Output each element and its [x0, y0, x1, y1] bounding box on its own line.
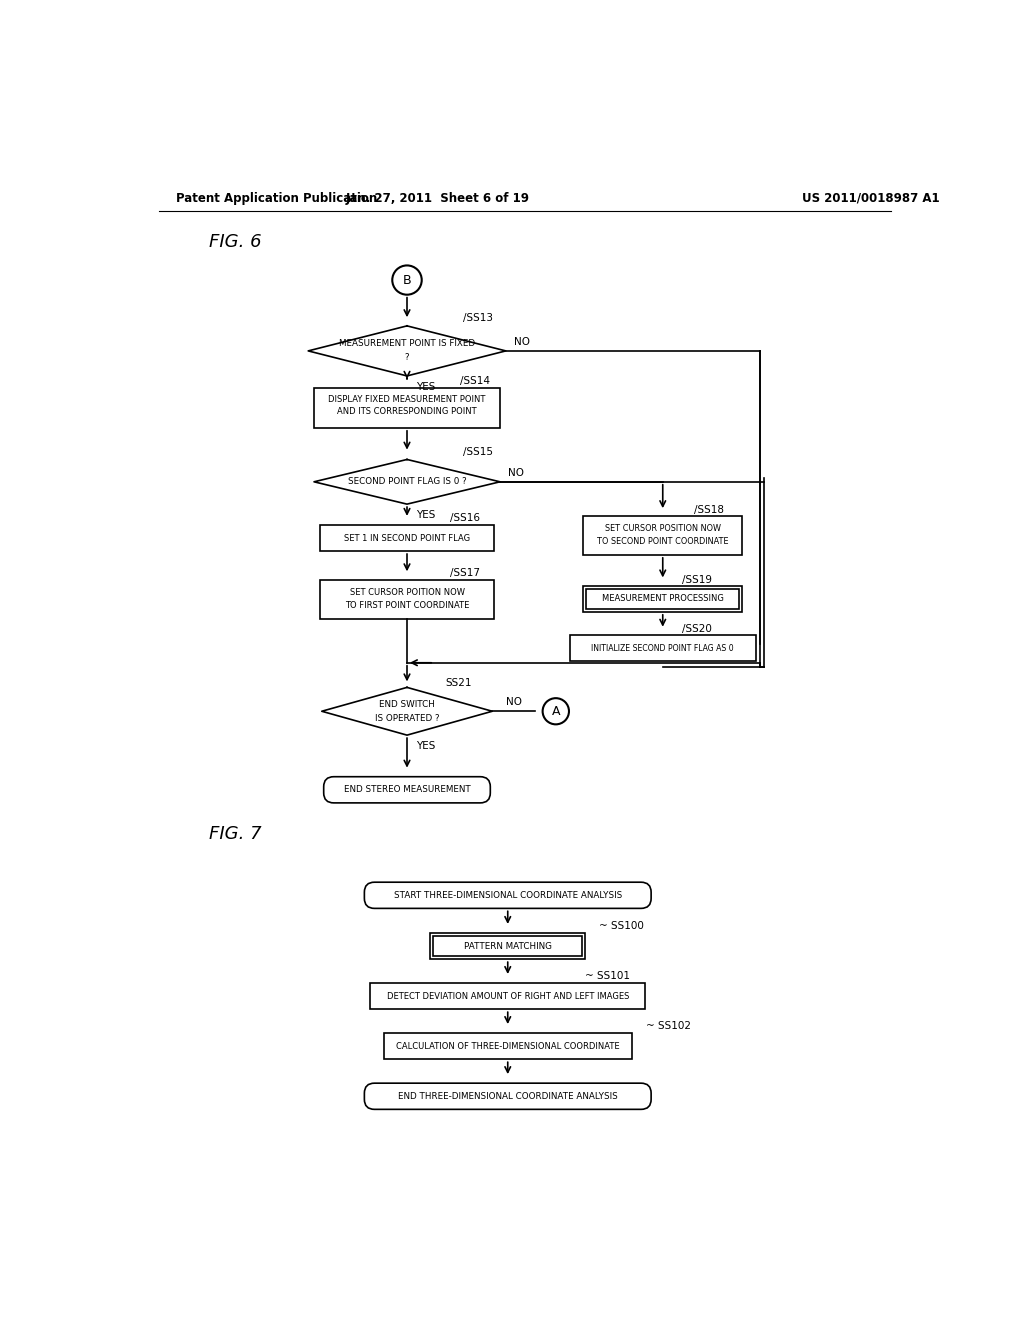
Text: END THREE-DIMENSIONAL COORDINATE ANALYSIS: END THREE-DIMENSIONAL COORDINATE ANALYSI…	[398, 1092, 617, 1101]
FancyBboxPatch shape	[324, 776, 490, 803]
Bar	[584, 586, 742, 612]
Text: ~ SS100: ~ SS100	[599, 921, 644, 931]
Text: /SS16: /SS16	[450, 513, 479, 523]
Text: FIG. 6: FIG. 6	[209, 232, 262, 251]
Text: /SS14: /SS14	[460, 376, 489, 385]
Text: IS OPERATED ?: IS OPERATED ?	[375, 714, 439, 722]
Text: ~ SS101: ~ SS101	[586, 972, 630, 981]
Text: /SS13: /SS13	[463, 313, 493, 323]
Text: Patent Application Publication: Patent Application Publication	[176, 191, 377, 205]
FancyBboxPatch shape	[365, 1084, 651, 1109]
Text: SS21: SS21	[445, 677, 472, 688]
Text: SET CURSOR POITION NOW: SET CURSOR POITION NOW	[349, 589, 465, 597]
Text: AND ITS CORRESPONDING POINT: AND ITS CORRESPONDING POINT	[337, 408, 477, 416]
Bar	[384, 1034, 632, 1059]
Text: END STEREO MEASUREMENT: END STEREO MEASUREMENT	[344, 785, 470, 795]
Text: YES: YES	[417, 741, 435, 751]
Text: INITIALIZE SECOND POINT FLAG AS 0: INITIALIZE SECOND POINT FLAG AS 0	[592, 644, 734, 652]
Text: /SS17: /SS17	[450, 569, 479, 578]
Text: CALCULATION OF THREE-DIMENSIONAL COORDINATE: CALCULATION OF THREE-DIMENSIONAL COORDIN…	[396, 1041, 620, 1051]
Text: SET CURSOR POSITION NOW: SET CURSOR POSITION NOW	[605, 524, 721, 533]
Bar	[430, 933, 586, 960]
Text: YES: YES	[417, 381, 435, 392]
Text: TO SECOND POINT COORDINATE: TO SECOND POINT COORDINATE	[597, 537, 728, 545]
Text: END SWITCH: END SWITCH	[379, 700, 435, 709]
Bar	[569, 635, 756, 661]
Bar	[584, 516, 742, 554]
Bar	[319, 581, 495, 619]
Bar	[319, 525, 495, 552]
Text: NO: NO	[508, 467, 523, 478]
Bar	[587, 589, 739, 609]
Bar	[314, 388, 500, 428]
Bar	[371, 983, 645, 1010]
FancyBboxPatch shape	[365, 882, 651, 908]
Text: FIG. 7: FIG. 7	[209, 825, 262, 843]
Text: Jan. 27, 2011  Sheet 6 of 19: Jan. 27, 2011 Sheet 6 of 19	[346, 191, 530, 205]
Text: TO FIRST POINT COORDINATE: TO FIRST POINT COORDINATE	[345, 601, 469, 610]
Bar	[433, 936, 583, 956]
Text: /SS19: /SS19	[682, 576, 712, 585]
Text: ~ SS102: ~ SS102	[646, 1022, 691, 1031]
Text: /SS18: /SS18	[693, 506, 724, 515]
Text: SET 1 IN SECOND POINT FLAG: SET 1 IN SECOND POINT FLAG	[344, 533, 470, 543]
Text: SECOND POINT FLAG IS 0 ?: SECOND POINT FLAG IS 0 ?	[347, 478, 466, 486]
Text: MEASUREMENT PROCESSING: MEASUREMENT PROCESSING	[602, 594, 724, 603]
Text: B: B	[402, 273, 412, 286]
Text: YES: YES	[417, 510, 435, 520]
Text: US 2011/0018987 A1: US 2011/0018987 A1	[802, 191, 940, 205]
Text: NO: NO	[514, 337, 529, 347]
Text: ?: ?	[404, 354, 410, 362]
Text: MEASUREMENT POINT IS FIXED: MEASUREMENT POINT IS FIXED	[339, 339, 475, 348]
Text: START THREE-DIMENSIONAL COORDINATE ANALYSIS: START THREE-DIMENSIONAL COORDINATE ANALY…	[393, 891, 622, 900]
Text: PATTERN MATCHING: PATTERN MATCHING	[464, 941, 552, 950]
Text: /SS20: /SS20	[682, 624, 712, 634]
Text: NO: NO	[506, 697, 522, 708]
Text: DISPLAY FIXED MEASUREMENT POINT: DISPLAY FIXED MEASUREMENT POINT	[329, 395, 485, 404]
Text: A: A	[552, 705, 560, 718]
Text: /SS15: /SS15	[463, 446, 493, 457]
Text: DETECT DEVIATION AMOUNT OF RIGHT AND LEFT IMAGES: DETECT DEVIATION AMOUNT OF RIGHT AND LEF…	[387, 991, 629, 1001]
